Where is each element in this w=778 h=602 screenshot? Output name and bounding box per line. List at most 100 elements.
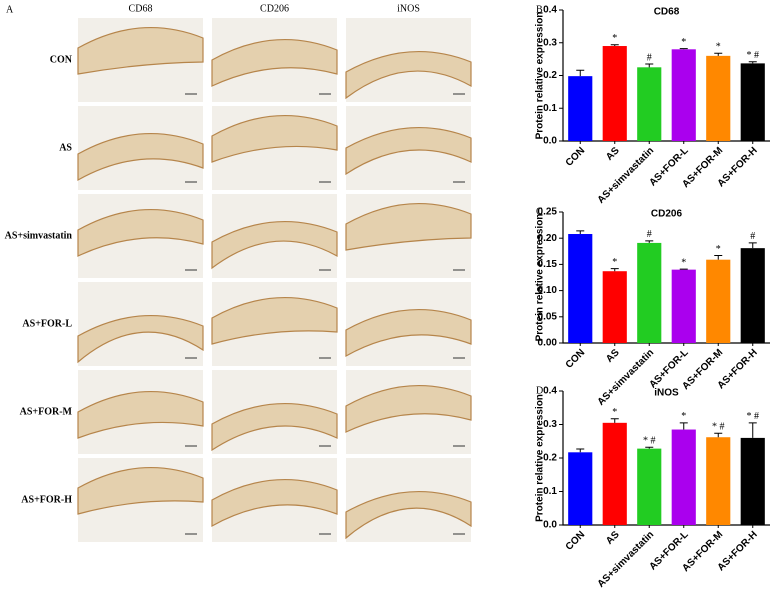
panel-label: A [6,4,14,15]
bar [568,452,593,525]
tissue-band [77,208,204,257]
bar [568,76,593,141]
error-bar [714,254,723,260]
y-tick-label: 0.00 [538,338,558,349]
bar [740,63,765,141]
axis [562,391,770,526]
tissue-band [211,220,338,270]
error-bar [748,422,757,438]
tissue-band [345,202,472,251]
bar [602,46,627,141]
axis [562,10,770,142]
significance-marker: * [612,407,617,418]
tissue-band [77,390,204,439]
tissue-band [345,126,472,176]
tissue-band [345,50,472,100]
significance-marker: # [647,52,652,63]
tissue-band [211,114,338,163]
tissue-band [211,402,338,452]
error-bar [576,230,585,235]
bar [568,234,593,343]
tissue-band [77,314,204,364]
x-tick-label: AS [604,145,622,163]
significance-marker: * # [747,50,760,61]
tissue-band [211,296,338,345]
y-tick-label: 0.1 [543,486,557,497]
bar [602,271,627,343]
y-tick-label: 0.1 [543,103,557,114]
tissue-band [211,38,338,87]
x-tick-label: AS [604,347,622,365]
bar [637,67,662,141]
significance-marker: * [681,37,686,48]
bar [740,248,765,343]
significance-marker: * [612,257,617,268]
error-bar [679,48,688,50]
error-bar [610,418,619,423]
tissue-band [345,308,472,358]
significance-marker: * [681,411,686,422]
y-tick-label: 0.25 [538,207,558,218]
bar [637,242,662,343]
bar [671,49,696,141]
bar [706,437,731,525]
significance-marker: * # [643,436,656,447]
error-bar [679,422,688,430]
column-header: CD206 [260,3,289,14]
significance-marker: * [716,42,721,53]
bar [637,448,662,525]
significance-marker: * # [747,411,760,422]
row-label: CON [50,54,73,65]
chart-title: CD206 [651,209,683,220]
bar [706,55,731,141]
row-label: AS+FOR-H [21,494,72,505]
x-tick-label: CON [564,347,588,371]
y-tick-label: 0.2 [543,70,557,81]
bar [740,437,765,525]
error-bar [748,242,757,249]
panel-label: B [536,4,543,15]
y-tick-label: 0.3 [543,37,557,48]
error-bar [679,268,688,270]
y-tick-label: 0.10 [538,285,558,296]
tissue-band [77,26,204,75]
y-tick-label: 0.4 [543,5,557,16]
error-bar [610,44,619,47]
bar [671,429,696,525]
tissue-band [77,132,204,182]
error-bar [714,432,723,438]
row-label: AS+FOR-M [20,406,73,417]
error-bar [576,69,585,77]
row-label: AS+FOR-L [22,318,72,329]
bar [602,422,627,525]
y-tick-label: 0.20 [538,233,558,244]
row-label: AS [59,142,72,153]
tissue-band [211,478,338,528]
y-tick-label: 0.3 [543,419,557,430]
error-bar [645,446,654,449]
error-bar [645,63,654,68]
y-tick-label: 0.4 [543,386,557,397]
y-tick-label: 0.05 [538,311,558,322]
error-bar [748,61,757,64]
significance-marker: # [750,231,755,242]
y-tick-label: 0.2 [543,453,557,464]
significance-marker: * # [712,422,725,433]
x-tick-label: CON [564,529,588,553]
error-bar [645,240,654,243]
tissue-band [77,466,204,515]
chart-title: iNOS [654,388,679,399]
bar [706,259,731,343]
error-bar [610,268,619,272]
x-tick-label: AS [604,529,622,547]
significance-marker: * [716,244,721,255]
significance-marker: # [647,229,652,240]
significance-marker: * [612,33,617,44]
y-axis-label: Protein relative expression [535,394,546,522]
panel-label: C [536,206,543,217]
y-tick-label: 0.15 [538,259,558,270]
axis [562,212,770,344]
tissue-band [345,490,472,540]
y-axis-label: Protein relative expression [535,12,546,140]
